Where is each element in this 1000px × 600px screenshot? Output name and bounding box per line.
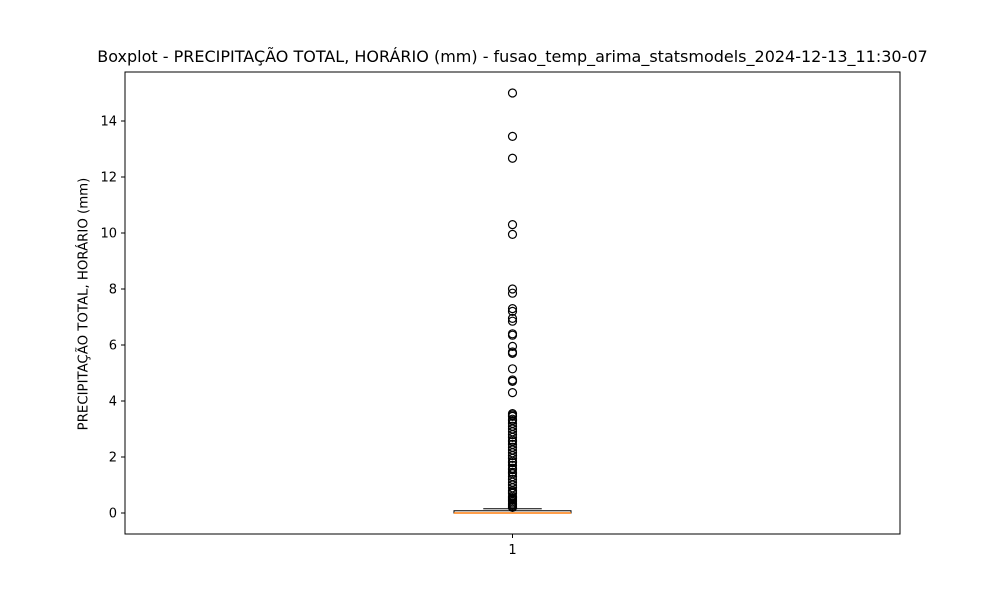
outlier-point — [507, 348, 518, 358]
axes-frame — [124, 71, 901, 535]
outlier-point — [507, 411, 518, 421]
y-axis: 0 2 4 6 8 10 12 14 — [100, 115, 125, 522]
y-tick-label: 4 — [109, 395, 117, 410]
outlier-point — [507, 453, 518, 463]
outlier-point — [507, 502, 518, 512]
outlier-point — [507, 330, 518, 340]
outlier-point — [507, 284, 518, 294]
outlier-point — [507, 316, 518, 326]
outlier-point — [507, 430, 518, 440]
y-tick-label: 10 — [100, 227, 117, 242]
boxplot-series — [453, 88, 572, 514]
outlier-point — [507, 313, 518, 323]
outlier-point — [507, 451, 518, 461]
outlier-point — [507, 220, 518, 230]
y-tick-label: 14 — [100, 115, 117, 130]
outlier-point — [507, 88, 518, 98]
y-tick-label: 2 — [109, 451, 117, 466]
chart-title: Boxplot - PRECIPITAÇÃO TOTAL, HORÁRIO (m… — [97, 47, 928, 66]
outlier-point — [507, 153, 518, 163]
outlier-point — [507, 465, 518, 475]
outlier-point — [507, 376, 518, 386]
outlier-point — [507, 388, 518, 398]
outlier-point — [507, 341, 518, 351]
x-axis: 1 — [508, 534, 517, 558]
outlier-point — [507, 229, 518, 239]
outlier-point — [507, 288, 518, 298]
outlier-point — [507, 432, 518, 442]
outlier-point — [507, 364, 518, 374]
y-tick-label: 8 — [109, 283, 117, 298]
y-tick-label: 12 — [100, 171, 117, 186]
outlier-point — [507, 131, 518, 141]
y-tick-label: 6 — [109, 339, 117, 354]
y-tick-label: 0 — [109, 507, 117, 522]
outlier-point — [507, 458, 518, 468]
x-tick-label: 1 — [508, 543, 516, 558]
outlier-point — [507, 306, 518, 316]
outlier-point — [507, 304, 518, 314]
